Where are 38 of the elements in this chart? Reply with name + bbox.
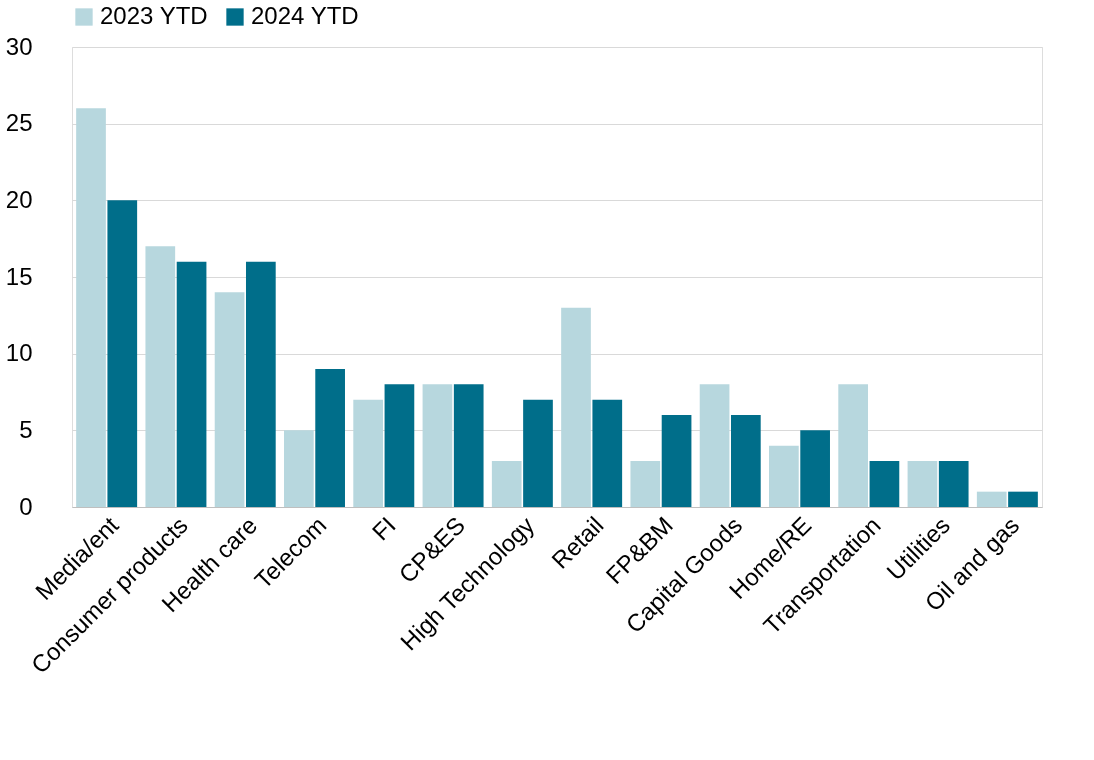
bar bbox=[145, 246, 176, 507]
bar bbox=[561, 307, 591, 507]
bar bbox=[176, 261, 207, 507]
bar bbox=[869, 461, 900, 507]
bar bbox=[76, 108, 106, 507]
bar bbox=[422, 384, 453, 507]
bar bbox=[523, 399, 553, 507]
bar bbox=[214, 292, 245, 507]
y-tick-label: 15 bbox=[5, 262, 33, 290]
bar bbox=[938, 461, 969, 507]
bar bbox=[838, 384, 868, 507]
y-tick-label: 30 bbox=[5, 32, 33, 60]
y-tick-label: 0 bbox=[19, 492, 33, 520]
y-tick-label: 25 bbox=[5, 109, 33, 137]
legend-label: 2024 YTD bbox=[251, 2, 359, 29]
bar bbox=[107, 200, 138, 507]
bar bbox=[453, 384, 484, 507]
bar bbox=[592, 399, 623, 507]
bar bbox=[976, 491, 1007, 507]
bar bbox=[769, 445, 799, 507]
bar bbox=[800, 430, 830, 507]
bar bbox=[731, 415, 761, 507]
bar bbox=[384, 384, 415, 507]
bar bbox=[353, 399, 383, 507]
y-tick-label: 20 bbox=[5, 185, 33, 213]
x-tick-label: FI bbox=[366, 511, 401, 546]
bar bbox=[315, 369, 345, 507]
bar bbox=[246, 261, 276, 507]
bar bbox=[1008, 491, 1038, 507]
bar bbox=[284, 430, 314, 507]
bar bbox=[630, 461, 661, 507]
y-tick-label: 10 bbox=[5, 339, 33, 367]
bar bbox=[907, 461, 938, 507]
y-tick-label: 5 bbox=[19, 415, 33, 443]
bar bbox=[661, 415, 692, 507]
bar bbox=[699, 384, 730, 507]
bar bbox=[491, 461, 522, 507]
legend-label: 2023 YTD bbox=[100, 2, 208, 29]
